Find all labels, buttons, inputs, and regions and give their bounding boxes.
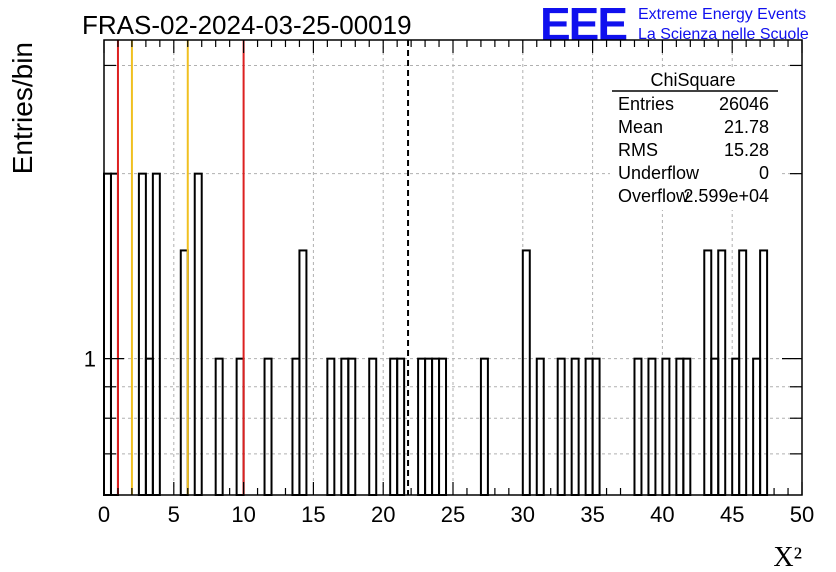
stats-value: 15.28 (724, 140, 769, 160)
x-tick-label: 20 (371, 502, 395, 527)
x-tick-label: 45 (720, 502, 744, 527)
y-tick-label: 1 (84, 347, 96, 372)
x-axis-title: X² (773, 542, 802, 572)
stats-label: Mean (618, 117, 663, 137)
y-tick-labels: 1 (84, 347, 96, 372)
stats-value: 21.78 (724, 117, 769, 137)
stats-label: RMS (618, 140, 658, 160)
y-axis-title: Entries/bin (7, 42, 38, 174)
eee-logo: EEE Extreme Energy Events La Scienza nel… (540, 0, 809, 50)
x-tick-label: 25 (441, 502, 465, 527)
axis-ticks (103, 40, 803, 495)
logo-line-2: La Scienza nelle Scuole (638, 26, 809, 43)
stats-value: 26046 (719, 94, 769, 114)
stats-value: 0 (759, 163, 769, 183)
stats-label: Overflow (618, 186, 690, 206)
x-tick-label: 50 (790, 502, 814, 527)
marker-lines (116, 40, 410, 495)
x-tick-labels: 0 5 10 15 20 25 30 35 40 45 50 (98, 502, 814, 527)
x-tick-label: 5 (168, 502, 180, 527)
stats-value: 2.599e+04 (683, 186, 769, 206)
x-tick-label: 40 (650, 502, 674, 527)
stats-label: Underflow (618, 163, 700, 183)
x-tick-label: 0 (98, 502, 110, 527)
logo-line-1: Extreme Energy Events (638, 6, 806, 23)
chart-title: FRAS-02-2024-03-25-00019 (82, 10, 412, 40)
stats-title: ChiSquare (650, 70, 735, 90)
stats-box: ChiSquare Entries 26046 Mean 21.78 RMS 1… (610, 68, 780, 210)
stats-label: Entries (618, 94, 674, 114)
x-tick-label: 10 (231, 502, 255, 527)
x-tick-label: 30 (511, 502, 535, 527)
logo-letters: EEE (540, 0, 626, 50)
x-tick-label: 35 (580, 502, 604, 527)
x-tick-label: 15 (301, 502, 325, 527)
